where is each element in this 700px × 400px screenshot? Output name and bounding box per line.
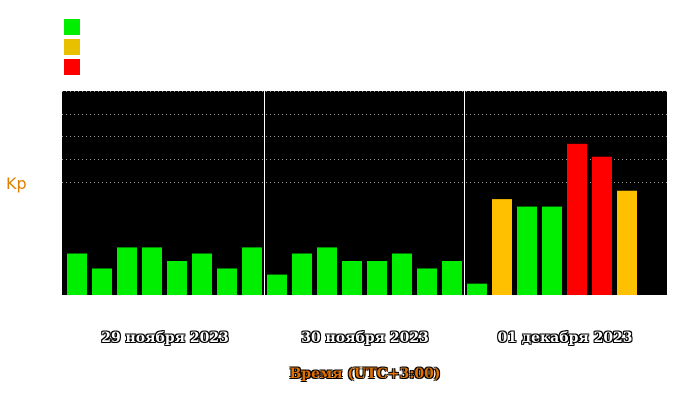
kp-bar-19	[517, 206, 537, 295]
date-label-day-2: 30 ноября 2023	[301, 330, 429, 346]
kp-bar-23	[617, 190, 637, 295]
kp-bar-11	[317, 247, 337, 295]
kp-bar-13	[367, 261, 387, 295]
kp-bar-9	[267, 274, 287, 295]
kp-bar-2	[92, 268, 112, 295]
kp-bar-3	[117, 247, 137, 295]
kp-bar-21	[567, 143, 587, 295]
kp-bar-8	[242, 247, 262, 295]
kp-bar-22	[592, 156, 612, 295]
date-label-day-1: 29 ноября 2023	[101, 330, 229, 346]
kp-bar-18	[492, 199, 512, 295]
kp-bar-6	[192, 253, 212, 295]
kp-bar-16	[442, 261, 462, 295]
kp-bar-20	[542, 206, 562, 295]
kp-bar-1	[67, 253, 87, 295]
x-axis-label: Время (UTC+3:00)	[289, 366, 441, 382]
kp-bar-5	[167, 261, 187, 295]
plot-background	[62, 91, 667, 295]
kp-bar-17	[467, 283, 487, 295]
legend-swatch-yellow	[64, 39, 80, 55]
y-axis-label: Kp	[6, 174, 27, 193]
kp-bar-12	[342, 261, 362, 295]
date-label-day-3: 01 декабря 2023	[497, 330, 633, 346]
kp-bar-10	[292, 253, 312, 295]
kp-bar-14	[392, 253, 412, 295]
kp-bar-15	[417, 268, 437, 295]
legend-swatch-red	[64, 59, 80, 75]
legend-swatch-green	[64, 19, 80, 35]
kp-bar-4	[142, 247, 162, 295]
kp-bar-7	[217, 268, 237, 295]
